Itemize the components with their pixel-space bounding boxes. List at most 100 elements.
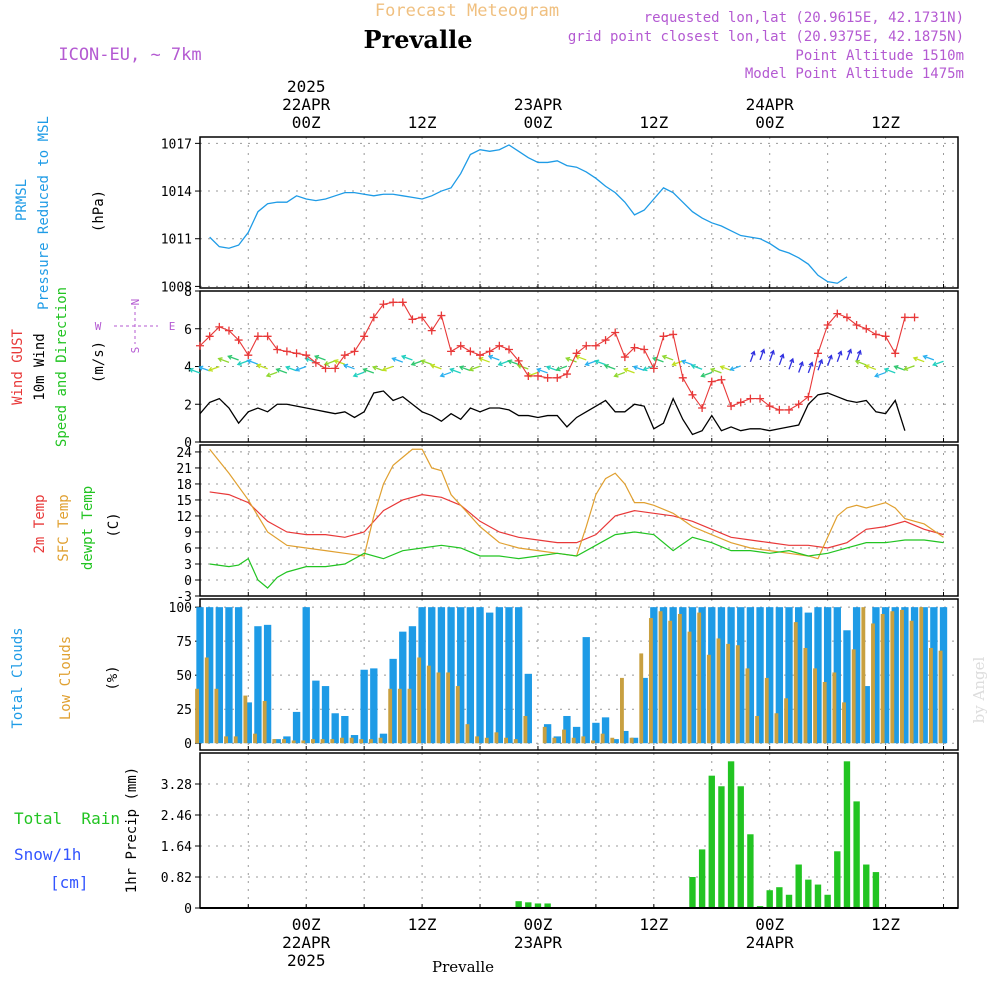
dewpt-line [209, 531, 944, 589]
precip-bar [727, 761, 735, 908]
low-cloud-bar [928, 647, 933, 744]
wind-arrow-head [294, 366, 300, 372]
wind-arrow-shaft [247, 359, 259, 365]
wind-arrow-head [709, 367, 716, 373]
wind-arrow-shaft [691, 364, 703, 370]
low-clouds-label: Low Clouds [58, 636, 74, 720]
low-cloud-bar [842, 702, 846, 744]
y-tick-label: 2.46 [161, 809, 192, 824]
wind-arrow-head [275, 367, 281, 373]
wind-arrow-head [439, 372, 445, 378]
time-axis-label: 2025 [287, 951, 326, 970]
wind-arrow [217, 357, 230, 363]
total-cloud-bar [601, 717, 610, 744]
wind-arrow [420, 359, 432, 366]
wind-arrow-shaft [836, 351, 842, 362]
low-cloud-bar [793, 622, 798, 744]
y-tick-label: 1.64 [161, 840, 192, 855]
total-cloud-bar [843, 630, 851, 744]
gust-marker [852, 320, 861, 329]
y-tick-label: 1014 [161, 185, 192, 200]
total-cloud-bar [292, 711, 301, 744]
gust-marker [591, 341, 600, 350]
wind-arrow-shaft [546, 366, 558, 372]
wind-arrow-shaft [681, 360, 693, 366]
wind-arrow-head [864, 364, 870, 370]
wind-arrow [439, 371, 452, 378]
precip-bar [515, 901, 522, 908]
low-cloud-bar [909, 620, 914, 744]
wind-arrow-shaft [662, 355, 674, 361]
y-tick-label: 50 [176, 669, 192, 684]
precip-bar [737, 786, 744, 908]
wind-arrow-head [198, 365, 204, 371]
gust-marker [379, 300, 388, 309]
precip-bar [872, 872, 880, 908]
wind-arrow-head [931, 361, 938, 367]
wind-arrow [198, 365, 210, 372]
wind-arrow [236, 360, 249, 366]
precip-bar [698, 849, 706, 908]
gust-marker [765, 402, 774, 411]
gust-marker [785, 405, 794, 414]
snow-label: Snow/1h [14, 845, 81, 864]
compass-rose: N S W E [95, 299, 176, 354]
gust-marker [311, 358, 320, 367]
total-cloud-bar [823, 607, 832, 744]
low-cloud-bar [195, 688, 199, 744]
time-axis-label: 00Z [755, 915, 784, 934]
wind-arrow-shaft [798, 361, 804, 373]
total-cloud-bar [254, 626, 262, 744]
gust-marker [736, 398, 745, 407]
pressure-unit: (hPa) [91, 190, 107, 232]
y-tick-label: 1011 [161, 233, 192, 248]
total-cloud-bar [920, 607, 928, 744]
total-cloud-bar [244, 702, 252, 744]
total-cloud-bar [650, 607, 658, 744]
low-cloud-bar [581, 736, 586, 744]
wind-arrow-shaft [759, 349, 765, 361]
wind-arrow [827, 354, 833, 367]
gust-marker [514, 356, 523, 365]
wind-arrow-head [729, 366, 735, 372]
gust-marker [871, 330, 880, 339]
low-cloud-bar [282, 739, 286, 744]
sfc-temp-label: SFC Temp [56, 494, 72, 561]
gust-marker [543, 373, 552, 382]
gust-marker [456, 341, 465, 350]
low-cloud-bar [513, 739, 518, 744]
wind-arrow-shaft [730, 365, 741, 371]
precip-bar [766, 890, 773, 908]
snow-unit-label: [cm] [50, 873, 89, 892]
total-cloud-bar [727, 607, 735, 744]
wind-arrow-shaft [672, 360, 684, 366]
model-label: ICON-EU, ~ 7km [58, 45, 201, 65]
wind-arrow [642, 365, 655, 372]
pressure-labels: PRMSL Pressure Reduced to MSL (hPa) [14, 116, 107, 310]
gust-marker [823, 320, 832, 329]
wind-arrow-head [285, 365, 291, 371]
total-cloud-bar [437, 607, 446, 744]
total-cloud-bar [418, 607, 426, 744]
wind-arrow-head [584, 361, 590, 367]
wind-arrow-shaft [701, 371, 712, 377]
low-cloud-bar [832, 672, 837, 744]
y-tick-label: 2 [184, 398, 192, 413]
total-cloud-bar [476, 607, 484, 744]
wind-arrow-head [671, 361, 677, 367]
wind-arrow-shaft [488, 355, 500, 361]
wind-arrow-shaft [913, 357, 925, 363]
wind-arrow-head [497, 361, 503, 367]
total-cloud-bar [795, 607, 803, 744]
gust-line [199, 301, 915, 411]
total-cloud-bar [630, 737, 639, 744]
wind-arrow [410, 360, 423, 367]
wind-arrow-shaft [594, 360, 606, 366]
low-cloud-bar [648, 618, 653, 744]
wind-arrow [584, 360, 597, 367]
gust-marker [659, 332, 668, 341]
wind-arrow-head [410, 361, 416, 367]
total-cloud-bar [321, 686, 330, 744]
low-cloud-bar [745, 668, 750, 744]
